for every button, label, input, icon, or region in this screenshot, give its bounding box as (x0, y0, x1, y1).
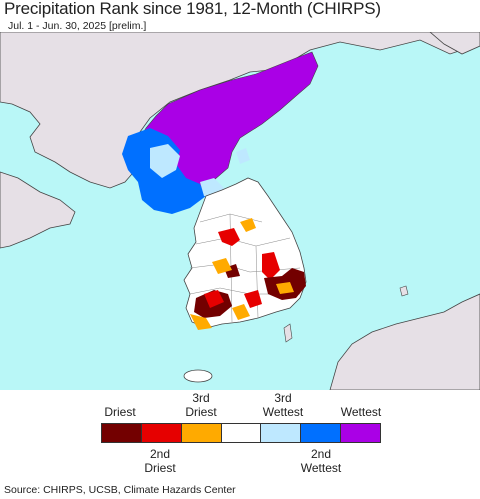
japan-land (329, 293, 480, 390)
north-korea-3rd-wettest-3 (236, 148, 250, 164)
source-credit: Source: CHIRPS, UCSB, Climate Hazards Ce… (4, 484, 236, 496)
legend-swatch-normal (221, 424, 262, 442)
legend-label-wettest: Wettest (336, 405, 386, 419)
shandong-land (0, 171, 76, 249)
legend-label-2nd-driest: 2nd Driest (140, 447, 180, 475)
legend-swatch-3rd-driest (181, 424, 222, 442)
central-3rd-driest-2 (212, 258, 232, 274)
legend-bottom-label-1: 2nd Wettest (300, 447, 342, 475)
north-korea-3rd-wettest (150, 144, 180, 178)
map-title: Precipitation Rank since 1981, 12-Month … (4, 0, 381, 18)
central-3rd-driest (240, 218, 256, 232)
legend-swatch-2nd-wettest (301, 424, 342, 442)
map-subtitle: Jul. 1 - Jun. 30, 2025 [prelim.] (8, 20, 147, 32)
legend-label-3rd-wettest: 3rd Wettest (258, 391, 308, 419)
china-land (0, 32, 480, 189)
russia-land (429, 32, 480, 55)
legend-swatch-2nd-driest (141, 424, 182, 442)
legend-color-bar (101, 423, 381, 443)
east-3rd-driest (276, 282, 294, 294)
legend-swatch-3rd-wettest (261, 424, 302, 442)
legend-swatch-driest (102, 424, 142, 442)
legend-bottom-label-0: 2nd Driest (144, 447, 176, 475)
oki-islands (399, 285, 409, 297)
legend-label-driest: Driest (100, 405, 140, 419)
legend-top-label-1: 3rd Driest (185, 391, 217, 419)
legend-swatch-wettest (341, 424, 381, 442)
legend-top-label-2: 3rd Wettest (262, 391, 304, 419)
southwest-3rd-driest (190, 314, 212, 330)
tsushima-island (283, 323, 293, 343)
legend-label-2nd-wettest: 2nd Wettest (296, 447, 346, 475)
legend-top-label-0: Driest (104, 405, 136, 419)
east-2nd-driest (262, 252, 280, 280)
south-3rd-driest (232, 304, 250, 320)
central-2nd-driest (218, 228, 240, 246)
south-2nd-driest (244, 290, 262, 308)
jeju-island (183, 369, 213, 383)
legend-label-3rd-driest: 3rd Driest (181, 391, 221, 419)
legend-top-label-3: Wettest (340, 405, 382, 419)
southwest-2nd-driest (204, 290, 224, 308)
precipitation-rank-map (0, 32, 480, 390)
